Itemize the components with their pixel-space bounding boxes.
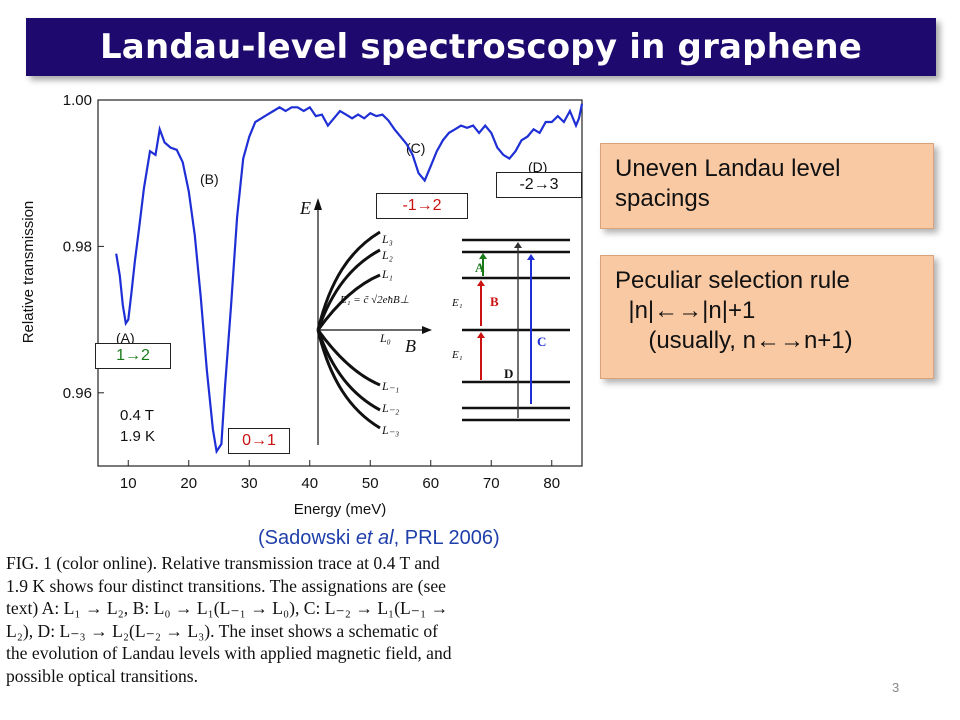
- level-curve-l3: [316, 230, 381, 331]
- transition-label-1-2: 1→2: [95, 343, 171, 369]
- energy-label-lower: E₁: [451, 349, 463, 361]
- level-curve-lm1: [316, 329, 381, 387]
- peak-label-b: (B): [200, 171, 219, 187]
- condition-field: 0.4 T: [120, 407, 154, 424]
- callout-line: Uneven Landau level: [615, 155, 841, 182]
- title-bar: Landau-level spectroscopy in graphene: [26, 18, 936, 76]
- transition-label-0-1: 0→1: [228, 428, 290, 454]
- transition-a-letter: A: [475, 260, 485, 275]
- caption-line: FIG. 1 (color online). Relative transmis…: [6, 553, 440, 573]
- callout-uneven-spacings: Uneven Landau level spacings: [600, 143, 934, 229]
- x-tick-label: 10: [120, 475, 137, 492]
- callout-line: |n|←→|n|+1: [615, 297, 756, 324]
- level-curve-lm3: [316, 329, 381, 430]
- level-label-l1: L₁: [381, 267, 393, 281]
- x-tick-label: 70: [483, 475, 500, 492]
- inset-formula: E₁ = c̃ √2eħB⊥: [339, 294, 409, 306]
- condition-temperature: 1.9 K: [120, 428, 155, 445]
- level-curve-l2: [316, 248, 381, 331]
- y-tick-label: 1.00: [63, 92, 92, 109]
- level-label-lm2: L₋₂: [381, 401, 399, 415]
- caption-line: possible optical transitions.: [6, 665, 199, 686]
- y-tick-label: 0.98: [63, 238, 92, 255]
- x-tick-label: 60: [422, 475, 439, 492]
- inset-e-label: E: [299, 198, 311, 218]
- y-axis-label: Relative transmission: [20, 201, 37, 344]
- callout-line: Peculiar selection rule: [615, 267, 850, 294]
- y-tick-label: 0.96: [63, 385, 92, 402]
- x-tick-label: 80: [543, 475, 560, 492]
- slide-title: Landau-level spectroscopy in graphene: [99, 27, 863, 67]
- callout-selection-rule: Peculiar selection rule |n|←→|n|+1 (usua…: [600, 255, 934, 379]
- transition-c-letter: C: [537, 334, 546, 349]
- caption-line: L₂), D: L₋₃ → L₂(L₋₂ → L₃). The inset sh…: [6, 620, 438, 641]
- level-label-lm1: L₋₁: [381, 379, 399, 393]
- callout-line: (usually, n←→n+1): [615, 327, 853, 354]
- x-tick-label: 30: [241, 475, 258, 492]
- x-axis-label: Energy (meV): [294, 501, 387, 518]
- x-tick-label: 50: [362, 475, 379, 492]
- peak-label-d: (D): [528, 159, 547, 175]
- level-label-lm3: L₋₃: [381, 423, 399, 437]
- x-tick-label: 20: [180, 475, 197, 492]
- figure-caption: FIG. 1 (color online). Relative transmis…: [6, 552, 596, 687]
- inset-fan-diagram: E B L₃ L₂ L₁ L₀ L₋₁ L₋₂ L₋₃ E₁ = c̃ √2eħ…: [299, 198, 432, 445]
- axis-ticks: 10 20 30 40 50 60 70 80 0.96 0.98 1.00: [63, 92, 560, 492]
- transition-b-letter: B: [490, 294, 499, 309]
- level-label-l0: L₀: [379, 331, 391, 345]
- slide-number: 3: [892, 680, 900, 695]
- transmission-figure: 10 20 30 40 50 60 70 80 0.96 0.98 1.00 Relative tr…: [20, 92, 584, 518]
- peak-label-a: (A): [116, 330, 135, 346]
- caption-line: 1.9 K shows four distinct transitions. T…: [6, 575, 446, 596]
- citation: (Sadowski et al, PRL 2006): [258, 527, 500, 549]
- plot-frame: [97, 99, 583, 467]
- transmission-series-line: [115, 103, 584, 455]
- energy-label-upper: E₁: [451, 297, 463, 309]
- transition-d-letter: D: [504, 366, 513, 381]
- level-label-l2: L₂: [381, 248, 393, 262]
- inset-b-label: B: [405, 336, 416, 356]
- inset-level-ladder: A B C D E₁ E₁: [451, 238, 570, 422]
- callout-line: spacings: [615, 185, 710, 212]
- transition-label-m1-2: -1→2: [376, 193, 468, 219]
- level-label-l3: L₃: [381, 232, 393, 246]
- caption-line: the evolution of Landau levels with appl…: [6, 643, 452, 663]
- x-tick-label: 40: [301, 475, 318, 492]
- caption-line: text) A: L₁ → L₂, B: L₀ → L₁(L₋₁ → L₀), …: [6, 598, 449, 618]
- level-curve-l1: [316, 273, 381, 331]
- transition-label-m2-3: -2→3: [496, 172, 582, 198]
